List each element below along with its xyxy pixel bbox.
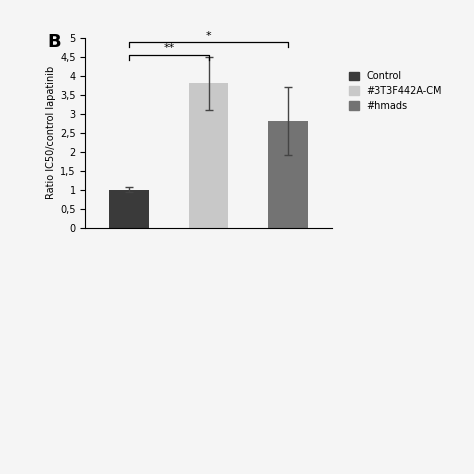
Legend: Control, #3T3F442A-CM, #hmads: Control, #3T3F442A-CM, #hmads xyxy=(349,71,442,111)
Text: *: * xyxy=(206,31,211,41)
Text: B: B xyxy=(47,33,61,51)
Text: **: ** xyxy=(163,44,174,54)
Bar xyxy=(109,190,149,228)
Bar xyxy=(268,121,308,228)
Y-axis label: Ratio IC50/control lapatinib: Ratio IC50/control lapatinib xyxy=(46,66,56,200)
Bar xyxy=(189,83,228,228)
